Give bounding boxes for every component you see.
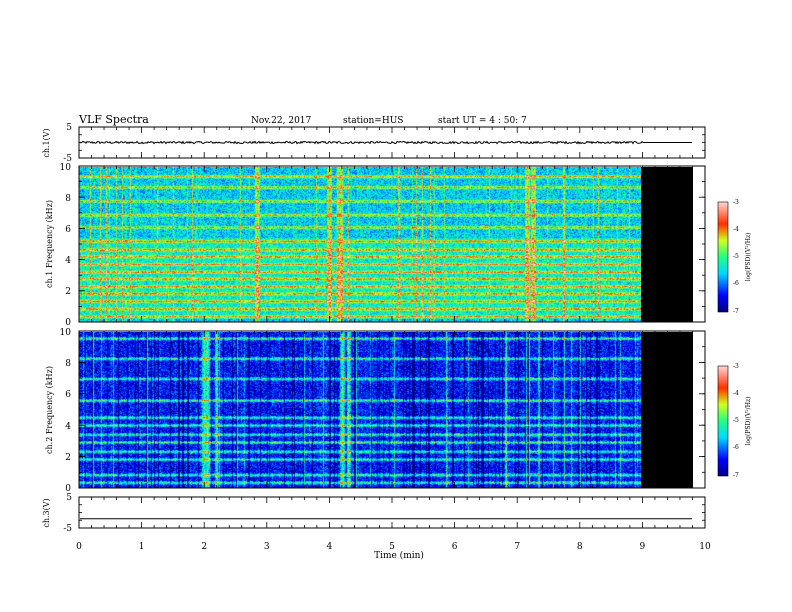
- ch2-cb-tick-6: -6: [733, 444, 739, 451]
- ch2-ytick-4: 4: [65, 422, 71, 432]
- ch2-cb-tick-7: -7: [733, 472, 739, 479]
- ch1-waveform-panel: 5 -5 ch.1(V): [42, 123, 706, 164]
- start-ut-label: start UT = 4 : 50: 7: [438, 116, 527, 126]
- ch1-colorbar: [717, 201, 729, 313]
- ch1-ytick-8: 8: [65, 194, 71, 204]
- ch2-ytick-10: 10: [60, 328, 72, 338]
- x-tick-7: 7: [514, 542, 520, 552]
- ch1-spectrogram-ylabel: ch.1 Frequency (kHz): [45, 200, 54, 288]
- time-axis: 0 1 2 3 4 5 6 7 8 9 10 Time (min): [76, 542, 711, 561]
- x-axis-label: Time (min): [374, 550, 424, 561]
- ch2-spectrogram-ylabel: ch.2 Frequency (kHz): [45, 366, 54, 454]
- ch1-waveform-ticks: [78, 126, 706, 159]
- date-label: Nov.22, 2017: [251, 116, 312, 126]
- ch1-ytick-top: 5: [66, 123, 72, 133]
- ch2-spectrogram-ticks: [78, 330, 706, 489]
- x-tick-6: 6: [452, 542, 458, 552]
- x-tick-0: 0: [76, 542, 82, 552]
- ch1-spectrogram-panel: 0 2 4 6 8 10 ch.1 Frequency (kHz) -3 -4 …: [45, 163, 752, 328]
- ch1-cb-tick-7: -7: [733, 308, 739, 315]
- ch2-cb-tick-3: -3: [733, 363, 739, 370]
- ch2-ytick-6: 6: [65, 390, 71, 400]
- x-tick-9: 9: [640, 542, 646, 552]
- ch3-ytick-bottom: -5: [63, 524, 72, 534]
- ch1-ytick-2: 2: [65, 287, 71, 297]
- ch2-colorbar-label: log(PSD)(V²/Hz): [745, 397, 752, 446]
- x-tick-5: 5: [389, 542, 395, 552]
- x-tick-8: 8: [577, 542, 583, 552]
- ch1-spectrogram-ticks: [78, 165, 706, 323]
- ch2-colorbar: [717, 365, 729, 477]
- ch2-ytick-0: 0: [65, 484, 71, 494]
- ch2-ytick-8: 8: [65, 359, 71, 369]
- x-tick-3: 3: [264, 542, 270, 552]
- x-tick-1: 1: [139, 542, 145, 552]
- ch3-ytick-top: 5: [66, 493, 72, 503]
- figure-title: VLF Spectra: [78, 113, 149, 126]
- ch1-cb-tick-5: -5: [733, 253, 739, 260]
- ch1-ytick-0: 0: [65, 318, 71, 328]
- ch2-ytick-2: 2: [65, 453, 71, 463]
- ch2-spectrogram-image: [79, 332, 641, 488]
- ch1-colorbar-label: log(PSD)(V²/Hz): [745, 233, 752, 282]
- ch3-waveform-ylabel: ch.3(V): [42, 498, 51, 527]
- ch1-cb-tick-6: -6: [733, 280, 739, 287]
- x-tick-2: 2: [201, 542, 207, 552]
- ch1-cb-tick-3: -3: [733, 199, 739, 206]
- ch3-waveform-ticks: [78, 496, 706, 529]
- ch1-ytick-6: 6: [65, 225, 71, 235]
- ch2-cb-tick-5: -5: [733, 417, 739, 424]
- ch2-cb-tick-4: -4: [733, 390, 739, 397]
- ch3-waveform-panel: 5 -5 ch.3(V): [42, 493, 706, 534]
- ch1-no-data-region: [641, 167, 693, 322]
- ch1-waveform-ylabel: ch.1(V): [42, 128, 51, 157]
- ch1-ytick-4: 4: [65, 256, 71, 266]
- ch2-spectrogram-panel: 0 2 4 6 8 10 ch.2 Frequency (kHz) -3 -4 …: [45, 328, 752, 494]
- ch1-ytick-bottom: -5: [63, 154, 72, 164]
- ch1-ytick-10: 10: [60, 163, 72, 173]
- x-tick-10: 10: [699, 542, 711, 552]
- ch2-no-data-region: [641, 332, 693, 488]
- ch1-cb-tick-4: -4: [733, 226, 739, 233]
- station-label: station=HUS: [343, 116, 403, 126]
- ch1-spectrogram-image: [79, 167, 641, 322]
- x-tick-4: 4: [327, 542, 333, 552]
- ch1-waveform-trace: [79, 140, 692, 145]
